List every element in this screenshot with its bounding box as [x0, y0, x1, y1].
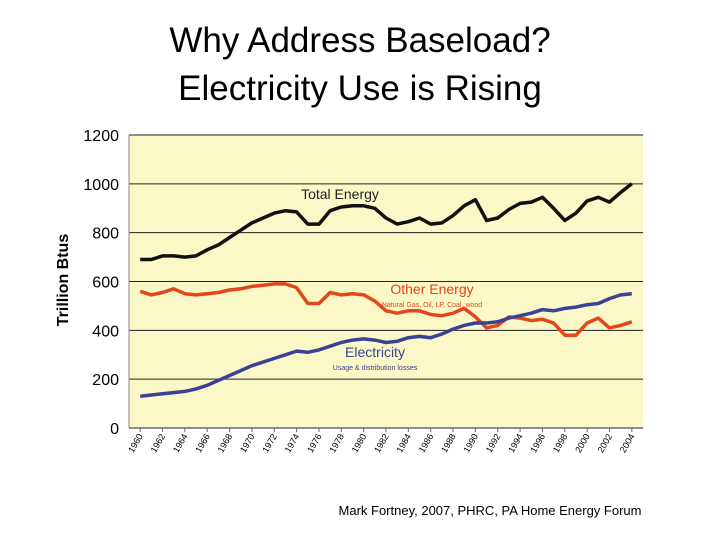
x-tick-label: 1968 — [216, 432, 235, 454]
series-label: Total Energy — [301, 186, 379, 202]
y-axis-title: Trillion Btus — [55, 234, 72, 327]
x-tick-label: 1982 — [372, 432, 391, 454]
x-tick-label: 2000 — [573, 432, 592, 454]
series-line — [139, 282, 633, 337]
x-tick-label: 1962 — [149, 432, 168, 454]
chart-title: Why Address Baseload? — [169, 21, 550, 60]
series-line — [139, 291, 632, 399]
y-tick-label: 0 — [110, 421, 119, 438]
series-note: Usage & distribution losses — [333, 365, 418, 372]
y-tick-label: 1200 — [83, 128, 119, 145]
x-tick-label: 1990 — [461, 432, 480, 454]
x-tick-label: 2002 — [596, 432, 615, 454]
x-tick-label: 1988 — [439, 432, 458, 454]
x-tick-label: 1984 — [394, 432, 413, 454]
x-tick-label: 2004 — [618, 432, 637, 454]
series-label: Electricity — [345, 344, 405, 360]
x-tick-label: 1994 — [506, 432, 525, 454]
x-tick-label: 1964 — [171, 432, 190, 454]
series-label: Other Energy — [390, 281, 473, 297]
x-tick-label: 1998 — [551, 432, 570, 454]
x-tick-label: 1992 — [484, 432, 503, 454]
x-tick-label: 1970 — [238, 432, 257, 454]
x-tick-label: 1996 — [528, 432, 547, 454]
y-tick-label: 800 — [92, 226, 119, 243]
x-tick-label: 1980 — [350, 432, 369, 454]
x-tick-label: 1976 — [305, 432, 324, 454]
x-tick-label: 1978 — [327, 432, 346, 454]
footer: Mark Fortney, 2007, PHRC, PA Home Energy… — [339, 503, 642, 518]
y-tick-label: 1000 — [83, 177, 119, 194]
y-tick-label: 600 — [92, 275, 119, 292]
series-line — [140, 182, 633, 262]
x-tick-label: 1986 — [417, 432, 436, 454]
x-tick-label: 1972 — [260, 432, 279, 454]
x-tick-label: 1974 — [283, 432, 302, 454]
chart-subtitle: Electricity Use is Rising — [178, 69, 542, 108]
x-tick-label: 1966 — [193, 432, 212, 454]
series-note: Natural Gas, Oil, LP, Coal, wood — [382, 302, 482, 309]
y-tick-label: 200 — [92, 372, 119, 389]
y-tick-label: 400 — [92, 323, 119, 340]
x-tick-label: 1960 — [126, 432, 145, 454]
